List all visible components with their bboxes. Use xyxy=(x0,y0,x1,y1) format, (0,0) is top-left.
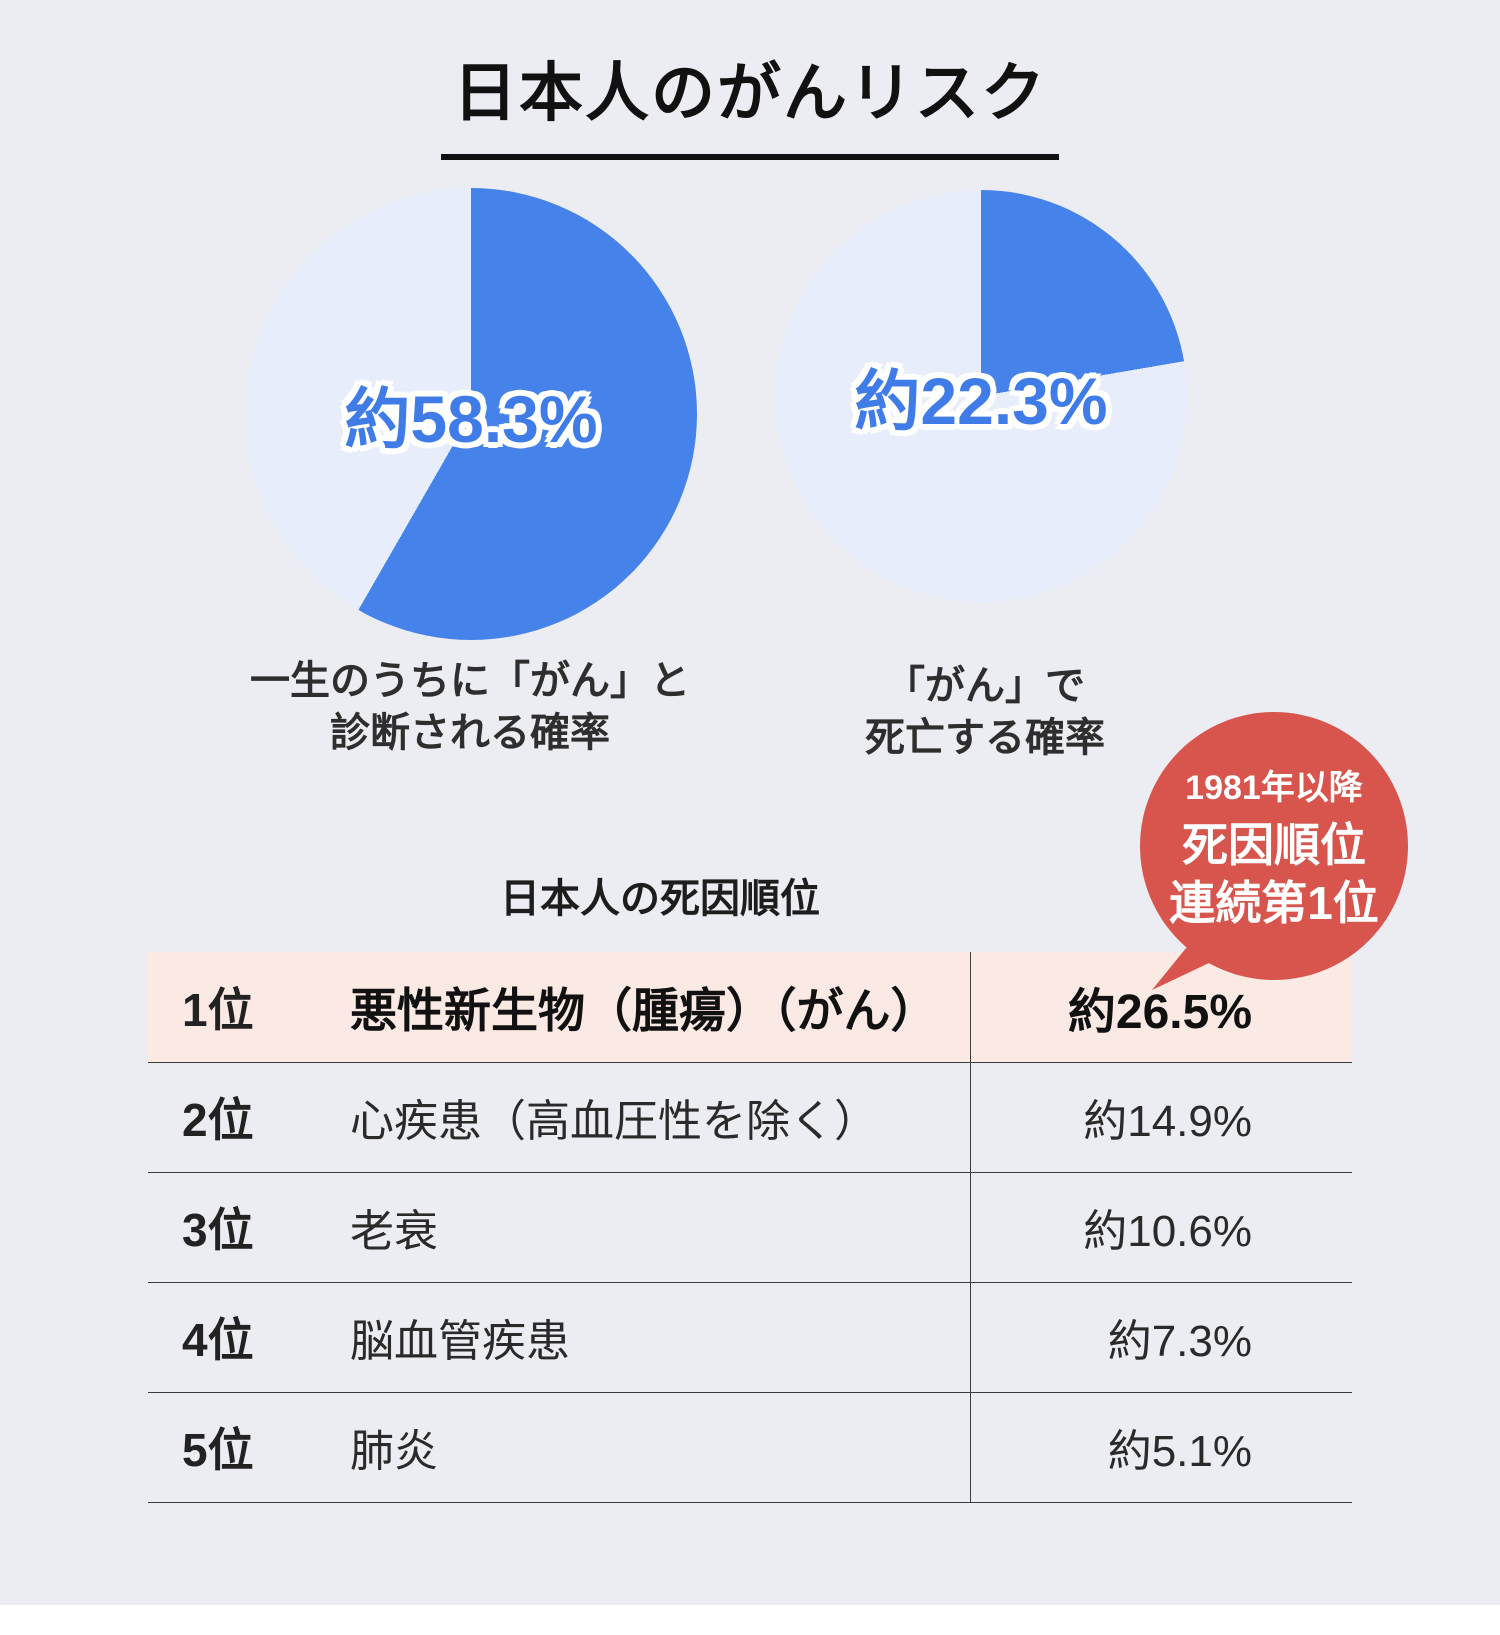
pie-caption-diagnosis: 一生のうちに「がん」と 診断される確率 xyxy=(170,655,770,759)
title-wrap: 日本人のがんリスク xyxy=(0,42,1500,160)
rank-cell: 4位 xyxy=(182,1314,254,1366)
caption-line: 診断される確率 xyxy=(330,711,610,755)
pie-chart-diagnosis: 約58.3% xyxy=(245,188,697,640)
percent-cell: 約14.9% xyxy=(969,1062,1352,1172)
percent-cell: 約10.6% xyxy=(969,1172,1352,1282)
table-row: 3位 老衰 約10.6% xyxy=(148,1172,1352,1282)
cause-cell: 脳血管疾患 xyxy=(350,1317,570,1366)
caption-line: 一生のうちに「がん」と xyxy=(250,659,690,703)
pie-value-death: 約22.3% xyxy=(854,364,1108,438)
badge-line-first: 連続第1位 xyxy=(1169,876,1379,929)
pie-value-diagnosis: 約58.3% xyxy=(344,382,598,456)
rank-cell: 5位 xyxy=(182,1424,254,1476)
badge-line-rank: 死因順位 xyxy=(1182,819,1366,871)
percent-cell: 約26.5% xyxy=(969,952,1352,1062)
rank-cell: 1位 xyxy=(182,983,254,1036)
caption-line: 「がん」で xyxy=(885,664,1085,708)
footer-strip xyxy=(0,1605,1500,1635)
death-rank-badge: 1981年以降 死因順位 連続第1位 xyxy=(1140,712,1408,980)
percent-cell: 約7.3% xyxy=(969,1282,1352,1392)
pie-caption-death: 「がん」で 死亡する確率 xyxy=(685,660,1285,764)
page-title: 日本人のがんリスク xyxy=(441,42,1059,160)
cause-cell: 悪性新生物（腫瘍）（がん） xyxy=(350,984,938,1038)
rank-cell: 3位 xyxy=(182,1204,254,1256)
death-cause-table: 1位 悪性新生物（腫瘍）（がん） 約26.5% 2位 心疾患（高血圧性を除く） … xyxy=(148,952,1352,1503)
pie-chart-death: 約22.3% xyxy=(775,190,1187,602)
cause-cell: 老衰 xyxy=(350,1207,438,1256)
cause-cell: 肺炎 xyxy=(350,1427,438,1476)
table-row: 1位 悪性新生物（腫瘍）（がん） 約26.5% xyxy=(148,952,1352,1062)
table-title: 日本人の死因順位 xyxy=(500,877,820,921)
table-row: 4位 脳血管疾患 約7.3% xyxy=(148,1282,1352,1392)
badge-line-year: 1981年以降 xyxy=(1185,769,1363,807)
table-row: 2位 心疾患（高血圧性を除く） 約14.9% xyxy=(148,1062,1352,1172)
rank-cell: 2位 xyxy=(182,1094,254,1146)
percent-cell: 約5.1% xyxy=(969,1392,1352,1502)
cause-cell: 心疾患（高血圧性を除く） xyxy=(350,1097,878,1146)
caption-line: 死亡する確率 xyxy=(865,716,1105,760)
table-row: 5位 肺炎 約5.1% xyxy=(148,1392,1352,1502)
